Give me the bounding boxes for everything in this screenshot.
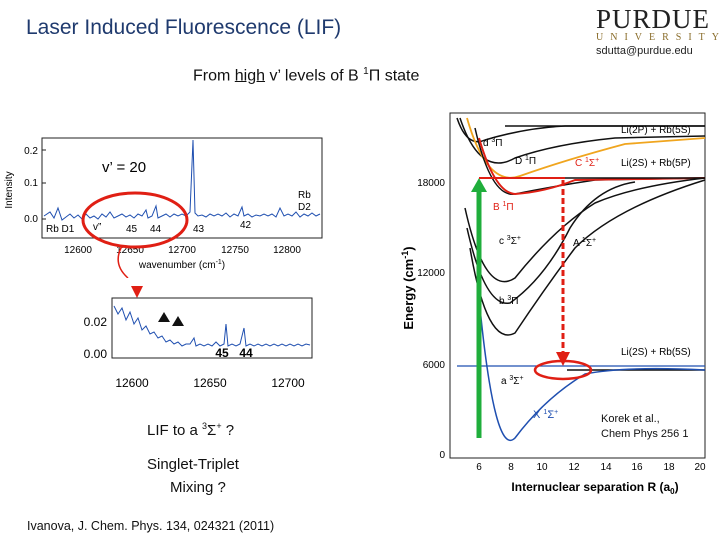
v-prime-label: v’ = 20 <box>102 159 146 176</box>
state-A: A 1Σ+ <box>573 237 596 249</box>
logo-word: PURDUE <box>596 4 711 34</box>
highlight-ellipse <box>533 359 593 381</box>
state-b: b 3Π <box>499 295 518 307</box>
pec-ylabel: Energy (cm-1) <box>400 246 416 329</box>
ytick: 0.0 <box>24 214 38 225</box>
b-state-curve <box>469 179 706 336</box>
korek-citation: Korek et al., Chem Phys 256 1 <box>601 412 688 442</box>
state-X: X 1Σ+ <box>533 409 558 421</box>
korek-line-2: Chem Phys 256 1 <box>601 428 689 440</box>
subtitle-sup: 1 <box>363 66 369 77</box>
state-C: C 1Σ+ <box>575 157 599 169</box>
marker-triangle <box>158 312 170 322</box>
state-D: D 1Π <box>515 155 536 167</box>
top-spectrum-frame <box>41 137 323 239</box>
pec-xlabel: Internuclear separation R (a0) <box>511 480 678 496</box>
mixing-line-2: Mixing ? <box>170 479 226 496</box>
marker-triangle <box>172 316 184 326</box>
xtick: 12700 <box>168 245 196 256</box>
asymptote-label: Li(2S) + Rb(5P) <box>621 158 691 169</box>
xtick: 12700 <box>271 376 305 390</box>
zoom-arrow-head <box>131 286 143 298</box>
subtitle-rest: v’ levels of B <box>265 67 364 85</box>
state-d: d 3Π <box>483 137 502 149</box>
xtick: 6 <box>476 462 482 473</box>
ytick: 12000 <box>417 268 445 279</box>
ytick: 6000 <box>423 360 446 371</box>
v-double-label: v” <box>93 222 101 233</box>
ytick: 18000 <box>417 178 445 189</box>
xtick: 10 <box>536 462 548 473</box>
slide-title: Laser Induced Fluorescence (LIF) <box>26 16 342 39</box>
ivanova-citation: Ivanova, J. Chem. Phys. 134, 024321 (201… <box>27 519 275 533</box>
subtitle-prefix: From <box>193 67 235 85</box>
A-state-curve <box>466 181 636 304</box>
X-state-curve <box>479 307 706 441</box>
xtick: 12650 <box>116 245 144 256</box>
korek-line-1: Korek et al., <box>601 413 660 425</box>
xtick: 18 <box>663 462 675 473</box>
state-c: c 3Σ+ <box>499 235 521 247</box>
spec-label: D2 <box>298 202 311 213</box>
xtick: 12650 <box>193 376 227 390</box>
spec-label: 43 <box>193 224 205 235</box>
ytick: 0.1 <box>24 178 38 189</box>
xtick: 12600 <box>115 376 149 390</box>
subtitle-end: Π state <box>368 67 420 85</box>
c-state-curve <box>464 177 706 283</box>
spec-label: Rb <box>298 190 311 201</box>
lif-question: LIF to a 3Σ+ ? <box>147 421 235 439</box>
mixing-line-1: Singlet-Triplet <box>147 456 239 473</box>
d-state-curve <box>456 117 705 143</box>
logo-sub: UNIVERSITY <box>596 32 720 43</box>
spec-label: 44 <box>150 224 162 235</box>
xtick: 12 <box>568 462 580 473</box>
spec-label: 45 <box>126 224 138 235</box>
author-email: sdutta@purdue.edu <box>596 45 693 57</box>
pec-frame <box>449 112 706 459</box>
slide-subtitle: From high v’ levels of B 1Π state <box>193 66 419 85</box>
asymptote-label: Li(2S) + Rb(5S) <box>621 347 691 358</box>
emission-arrowhead <box>556 352 570 366</box>
zoom-spectrum-figure: 0.02 0.00 12600 12650 12700 45 44 <box>84 286 313 390</box>
zoom-trace <box>113 305 311 347</box>
ytick: 0.02 <box>84 315 108 329</box>
top-xlabel: wavenumber (cm-1) <box>138 259 225 271</box>
purdue-logo: PURDUE UNIVERSITY <box>596 4 720 43</box>
asymptote-label: Li(2P) + Rb(5S) <box>621 125 691 136</box>
subtitle-underlined: high <box>234 67 266 85</box>
ytick: 0.2 <box>24 146 38 157</box>
state-B: B 1Π <box>493 201 514 213</box>
xtick: 12600 <box>64 245 92 256</box>
upper-curve <box>459 117 706 164</box>
zoom-label: 45 <box>215 346 229 360</box>
xtick: 20 <box>694 462 706 473</box>
excitation-arrowhead <box>471 178 487 192</box>
ytick: 0 <box>439 450 445 461</box>
state-a: a 3Σ+ <box>501 375 524 387</box>
top-spectrum-figure: Intensity 0.2 0.1 0.0 12600 12650 12700 … <box>4 137 323 278</box>
ytick: 0.00 <box>84 347 108 361</box>
top-ylabel: Intensity <box>4 171 15 208</box>
spec-label: 42 <box>240 220 252 231</box>
zoom-arrow <box>117 245 129 278</box>
zoom-frame <box>111 297 313 359</box>
xtick: 12750 <box>221 245 249 256</box>
xtick: 14 <box>600 462 612 473</box>
highlight-ellipse <box>81 191 189 249</box>
xtick: 8 <box>508 462 514 473</box>
zoom-label: 44 <box>239 346 253 360</box>
spec-label: Rb D1 <box>46 224 75 235</box>
potential-energy-plot: Energy (cm-1) 18000 12000 6000 0 6 8 10 … <box>400 112 706 496</box>
top-spectrum-trace <box>43 139 321 221</box>
xtick: 16 <box>631 462 643 473</box>
xtick: 12800 <box>273 245 301 256</box>
